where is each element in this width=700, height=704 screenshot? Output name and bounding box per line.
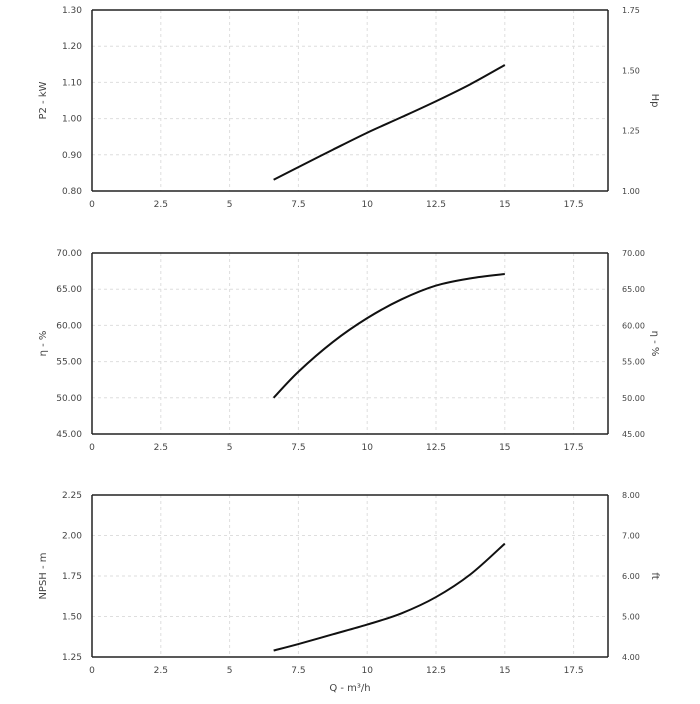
x-tick-label: 10 xyxy=(361,200,373,210)
y-right-tick-label: 7.00 xyxy=(622,532,640,541)
y-right-tick-label: 65.00 xyxy=(622,285,645,294)
x-tick-label: 15 xyxy=(499,443,510,453)
y-left-tick-label: 1.75 xyxy=(62,572,82,582)
y-right-tick-label: 5.00 xyxy=(622,613,640,622)
x-tick-label: 17.5 xyxy=(564,200,584,210)
y-right-tick-label: 1.25 xyxy=(622,127,640,136)
series-line xyxy=(273,542,506,652)
x-axis-title: Q - m³/h xyxy=(329,683,370,694)
x-tick-label: 12.5 xyxy=(426,666,446,676)
y-left-axis-title: η - % xyxy=(38,331,49,357)
y-left-tick-label: 55.00 xyxy=(56,358,82,368)
x-tick-label: 10 xyxy=(361,443,373,453)
y-right-tick-label: 55.00 xyxy=(622,358,645,367)
y-right-tick-label: 6.00 xyxy=(622,572,640,581)
x-tick-label: 15 xyxy=(499,666,510,676)
y-left-tick-label: 45.00 xyxy=(56,430,82,440)
x-tick-label: 2.5 xyxy=(154,666,168,676)
y-left-tick-label: 0.80 xyxy=(62,187,82,197)
x-tick-label: 5 xyxy=(227,200,233,210)
y-right-tick-label: 1.50 xyxy=(622,66,640,75)
y-right-tick-label: 50.00 xyxy=(622,394,645,403)
x-tick-label: 0 xyxy=(89,443,95,453)
y-right-tick-label: 4.00 xyxy=(622,653,640,662)
x-tick-label: 7.5 xyxy=(291,666,305,676)
y-right-tick-label: 1.00 xyxy=(622,187,640,196)
y-left-tick-label: 50.00 xyxy=(56,394,82,404)
x-tick-label: 5 xyxy=(227,666,233,676)
x-tick-label: 12.5 xyxy=(426,200,446,210)
y-left-tick-label: 1.00 xyxy=(62,115,82,125)
y-left-tick-label: 65.00 xyxy=(56,285,82,295)
y-left-tick-label: 0.90 xyxy=(62,151,82,161)
y-left-tick-label: 2.25 xyxy=(62,491,82,501)
x-tick-label: 0 xyxy=(89,200,95,210)
series-line xyxy=(273,64,506,181)
x-tick-label: 5 xyxy=(227,443,233,453)
y-left-tick-label: 2.00 xyxy=(62,532,82,542)
y-left-tick-label: 1.25 xyxy=(62,653,82,663)
y-right-tick-label: 60.00 xyxy=(622,321,645,330)
x-tick-label: 17.5 xyxy=(564,666,584,676)
y-left-tick-label: 1.30 xyxy=(62,6,82,16)
series-line xyxy=(272,273,505,399)
y-left-tick-label: 1.20 xyxy=(62,42,82,52)
y-left-axis-title: NPSH - m xyxy=(38,552,49,599)
x-tick-label: 17.5 xyxy=(564,443,584,453)
x-tick-label: 10 xyxy=(361,666,373,676)
x-tick-label: 15 xyxy=(499,200,510,210)
x-tick-label: 2.5 xyxy=(154,443,168,453)
y-right-tick-label: 70.00 xyxy=(622,249,645,258)
y-right-axis-title: ft xyxy=(649,572,660,579)
x-tick-label: 12.5 xyxy=(426,443,446,453)
y-left-tick-label: 1.10 xyxy=(62,78,82,88)
x-tick-label: 0 xyxy=(89,666,95,676)
y-right-tick-label: 45.00 xyxy=(622,430,645,439)
y-left-tick-label: 70.00 xyxy=(56,249,82,259)
y-left-tick-label: 60.00 xyxy=(56,321,82,331)
x-tick-label: 2.5 xyxy=(154,200,168,210)
x-tick-label: 7.5 xyxy=(291,200,305,210)
y-right-tick-label: 1.75 xyxy=(622,6,640,15)
y-right-axis-title: Hp xyxy=(649,94,660,108)
y-right-tick-label: 8.00 xyxy=(622,491,640,500)
y-right-axis-title: η - % xyxy=(649,331,660,357)
y-left-tick-label: 1.50 xyxy=(62,613,82,623)
x-tick-label: 7.5 xyxy=(291,443,305,453)
y-left-axis-title: P2 - kW xyxy=(38,81,49,119)
